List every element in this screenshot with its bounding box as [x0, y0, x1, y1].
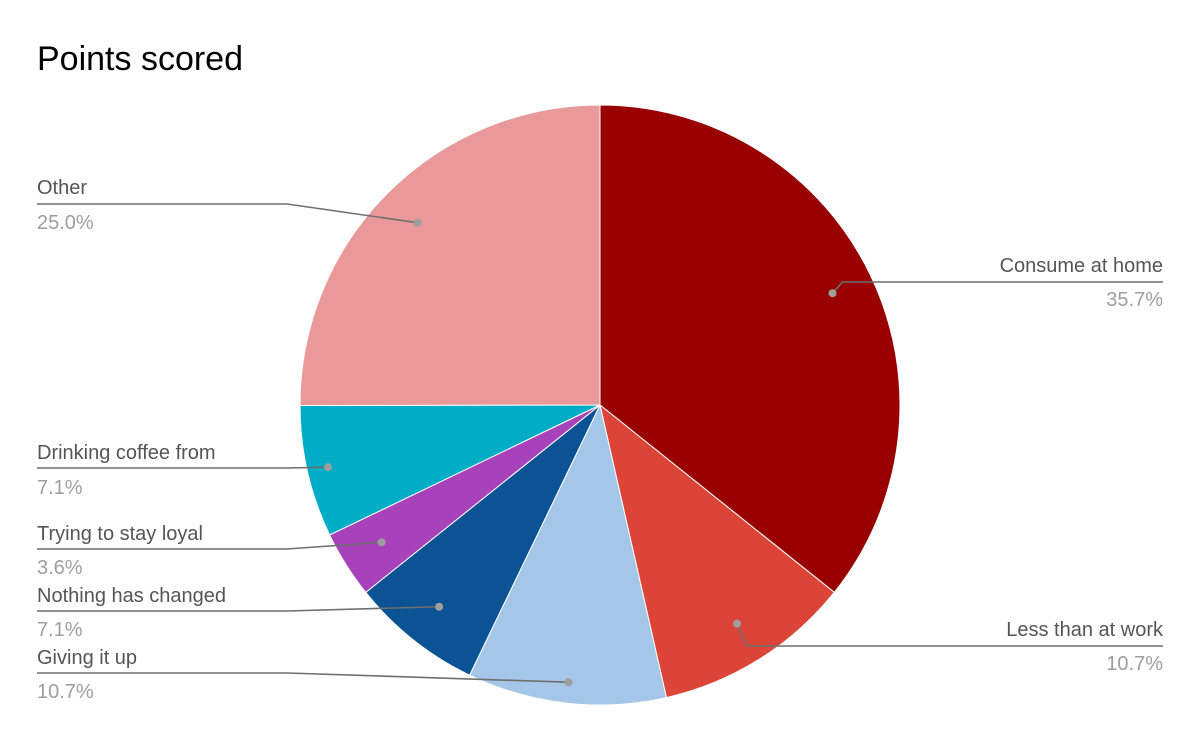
leader-line	[736, 623, 1163, 647]
slice-percent-label: 7.1%	[37, 477, 83, 499]
leader-line	[37, 203, 418, 224]
slice-percent-label: 10.7%	[37, 681, 94, 703]
slice-percent-label: 25.0%	[37, 212, 94, 234]
chart-title: Points scored	[37, 40, 243, 78]
pie-slice-other[interactable]	[299, 104, 601, 406]
slice-labels: Consume at home 35.7% Less than at work 10.…	[37, 177, 1164, 703]
leader-dot	[413, 218, 422, 227]
pie-slice-less-than-at-work[interactable]	[599, 403, 835, 699]
pie-slice-drinking-coffee-from[interactable]	[299, 404, 601, 536]
slice-percent-label: 35.7%	[1106, 289, 1163, 311]
slice-label: Less than at work	[1006, 619, 1164, 641]
pie-slices	[299, 104, 901, 706]
leader-dot	[435, 602, 444, 611]
leader-dot	[564, 678, 573, 687]
leader-lines	[37, 203, 1163, 687]
leader-dot	[732, 619, 741, 628]
slice-label: Consume at home	[1000, 255, 1163, 277]
leader-line	[37, 672, 569, 684]
pie-slice-consume-at-home[interactable]	[599, 104, 901, 594]
pie-slice-giving-it-up[interactable]	[468, 403, 668, 706]
slice-label: Nothing has changed	[37, 585, 226, 607]
leader-line	[37, 605, 440, 612]
leader-line	[37, 541, 382, 550]
slice-label: Drinking coffee from	[37, 442, 216, 464]
slice-percent-label: 7.1%	[37, 619, 83, 641]
slice-label: Other	[37, 177, 87, 199]
leader-dot	[828, 289, 837, 298]
slice-percent-label: 3.6%	[37, 557, 83, 579]
slice-percent-label: 10.7%	[1106, 653, 1163, 675]
slice-label: Giving it up	[37, 647, 137, 669]
leader-dot	[377, 538, 386, 547]
slice-label: Trying to stay loyal	[37, 523, 203, 545]
leader-line	[831, 281, 1163, 294]
leader-dot	[324, 463, 333, 472]
leader-line	[37, 466, 329, 469]
